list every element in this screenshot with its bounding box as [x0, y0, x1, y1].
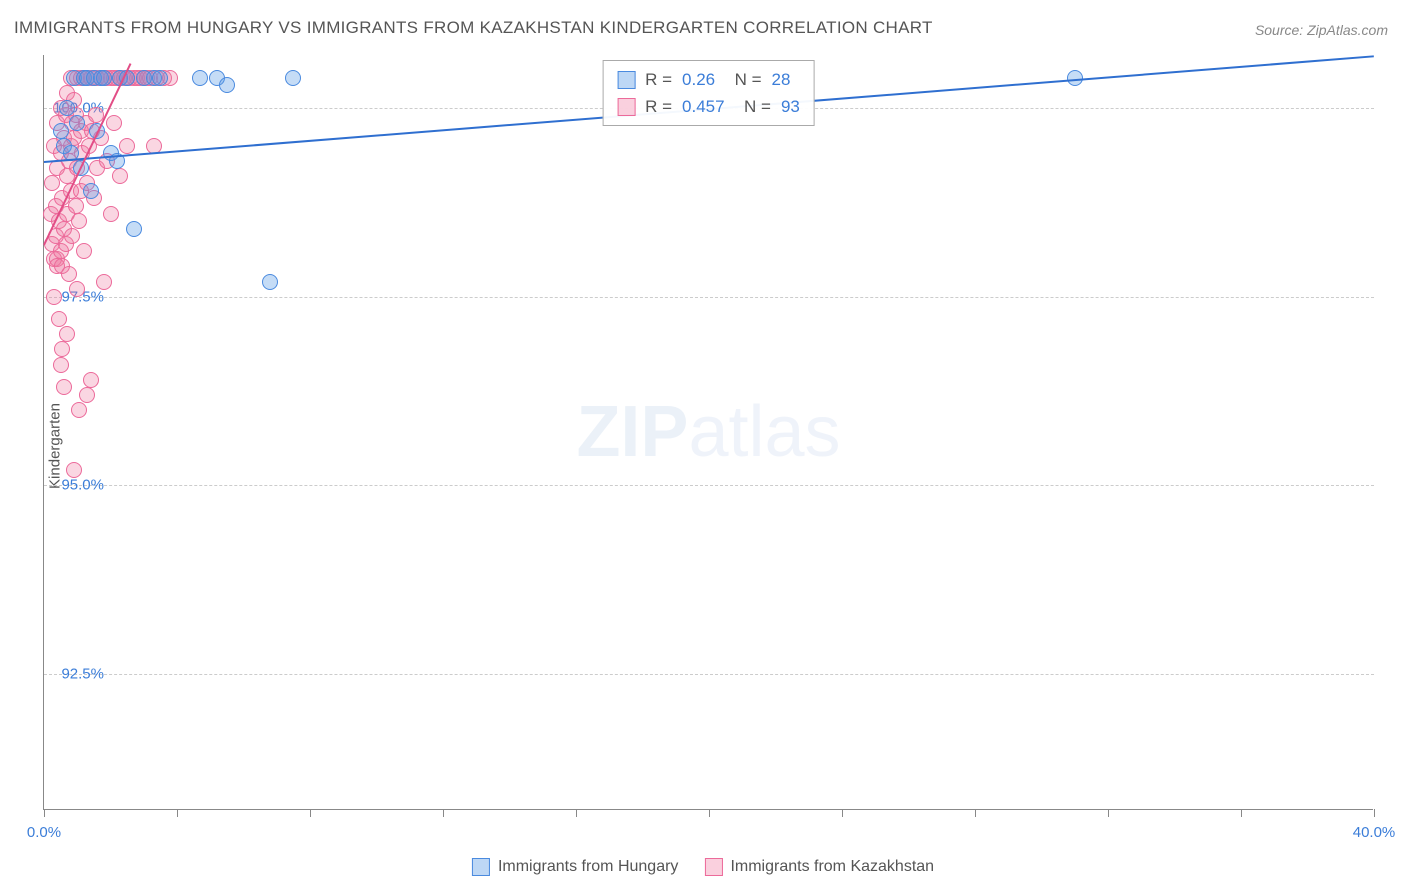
- x-tick-label: 40.0%: [1353, 824, 1396, 841]
- data-point: [51, 311, 67, 327]
- data-point: [96, 274, 112, 290]
- data-point: [53, 123, 69, 139]
- stats-legend: R = 0.26 N = 28 R = 0.457 N = 93: [602, 60, 815, 126]
- stats-row-kazakhstan: R = 0.457 N = 93: [617, 93, 800, 120]
- x-tick: [842, 809, 843, 817]
- watermark-bold: ZIP: [576, 392, 688, 472]
- data-point: [112, 168, 128, 184]
- legend-label-kazakhstan: Immigrants from Kazakhstan: [730, 858, 934, 876]
- data-point: [119, 138, 135, 154]
- x-tick: [975, 809, 976, 817]
- n-value-kazakhstan: 93: [781, 93, 800, 120]
- data-point: [54, 341, 70, 357]
- gridline: [44, 485, 1374, 486]
- y-tick-label: 95.0%: [44, 477, 104, 494]
- watermark: ZIPatlas: [576, 391, 840, 473]
- r-value-kazakhstan: 0.457: [682, 93, 725, 120]
- x-tick: [177, 809, 178, 817]
- data-point: [59, 326, 75, 342]
- x-tick: [310, 809, 311, 817]
- stats-row-hungary: R = 0.26 N = 28: [617, 66, 800, 93]
- data-point: [56, 379, 72, 395]
- x-tick: [1108, 809, 1109, 817]
- n-value-hungary: 28: [772, 66, 791, 93]
- data-point: [61, 266, 77, 282]
- data-point: [126, 221, 142, 237]
- x-tick: [443, 809, 444, 817]
- x-tick: [709, 809, 710, 817]
- data-point: [103, 206, 119, 222]
- swatch-blue-icon: [617, 71, 635, 89]
- data-point: [46, 289, 62, 305]
- r-value-hungary: 0.26: [682, 66, 715, 93]
- watermark-thin: atlas: [688, 392, 840, 472]
- correlation-chart: IMMIGRANTS FROM HUNGARY VS IMMIGRANTS FR…: [0, 0, 1406, 892]
- data-point: [79, 387, 95, 403]
- data-point: [76, 243, 92, 259]
- r-label: R =: [645, 93, 672, 120]
- series-legend: Immigrants from Hungary Immigrants from …: [472, 858, 934, 876]
- data-point: [83, 372, 99, 388]
- source-label: Source: ZipAtlas.com: [1255, 22, 1388, 38]
- legend-item-kazakhstan: Immigrants from Kazakhstan: [704, 858, 934, 876]
- legend-label-hungary: Immigrants from Hungary: [498, 858, 679, 876]
- plot-area: ZIPatlas R = 0.26 N = 28 R = 0.457 N = 9…: [43, 55, 1373, 810]
- x-tick-label: 0.0%: [27, 824, 61, 841]
- x-tick: [44, 809, 45, 817]
- data-point: [66, 462, 82, 478]
- data-point: [59, 100, 75, 116]
- swatch-pink-icon: [704, 858, 722, 876]
- data-point: [69, 281, 85, 297]
- data-point: [83, 183, 99, 199]
- gridline: [44, 674, 1374, 675]
- legend-item-hungary: Immigrants from Hungary: [472, 858, 679, 876]
- x-tick: [1241, 809, 1242, 817]
- data-point: [44, 175, 60, 191]
- n-label: N =: [735, 93, 771, 120]
- data-point: [64, 228, 80, 244]
- data-point: [53, 357, 69, 373]
- swatch-blue-icon: [472, 858, 490, 876]
- data-point: [69, 115, 85, 131]
- chart-title: IMMIGRANTS FROM HUNGARY VS IMMIGRANTS FR…: [14, 18, 933, 38]
- data-point: [262, 274, 278, 290]
- data-point: [152, 70, 168, 86]
- data-point: [285, 70, 301, 86]
- n-label: N =: [725, 66, 761, 93]
- data-point: [106, 115, 122, 131]
- data-point: [71, 213, 87, 229]
- data-point: [71, 402, 87, 418]
- y-tick-label: 92.5%: [44, 666, 104, 683]
- data-point: [192, 70, 208, 86]
- gridline: [44, 297, 1374, 298]
- swatch-pink-icon: [617, 98, 635, 116]
- x-tick: [1374, 809, 1375, 817]
- r-label: R =: [645, 66, 672, 93]
- data-point: [68, 198, 84, 214]
- data-point: [219, 77, 235, 93]
- data-point: [96, 70, 112, 86]
- x-tick: [576, 809, 577, 817]
